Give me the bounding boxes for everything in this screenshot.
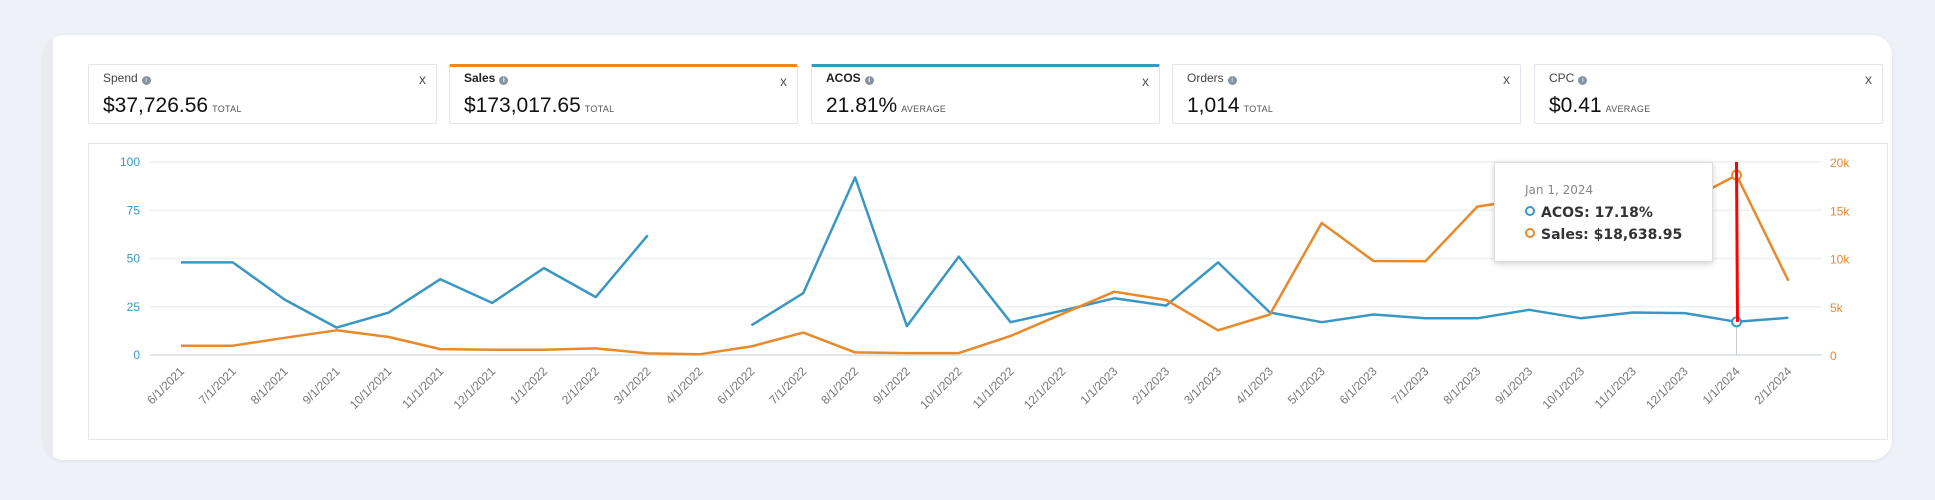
x-axis-tick-label: 5/1/2023: [1285, 364, 1328, 407]
x-axis-tick-label: 9/1/2022: [870, 364, 913, 407]
kpi-label: Orders i: [1187, 71, 1237, 85]
kpi-name: Sales: [464, 71, 496, 85]
x-axis-tick-label: 12/1/2022: [1021, 364, 1069, 412]
x-axis-tick-label: 7/1/2021: [196, 364, 239, 407]
info-icon[interactable]: i: [141, 76, 151, 85]
kpi-unit: TOTAL: [1243, 104, 1274, 114]
kpi-unit: AVERAGE: [1605, 104, 1651, 114]
kpi-unit: TOTAL: [212, 104, 242, 114]
kpi-card-sales[interactable]: Sales i x $173,017.65 TOTAL: [449, 64, 798, 124]
right-axis-tick-label: 20k: [1830, 156, 1850, 170]
left-axis-tick-label: 75: [127, 203, 141, 217]
x-axis-tick-label: 2/1/2022: [559, 364, 602, 407]
info-icon[interactable]: i: [1227, 76, 1237, 85]
kpi-card-orders[interactable]: Orders i x 1,014 TOTAL: [1172, 64, 1521, 124]
x-axis-tick-label: 1/1/2022: [507, 364, 550, 407]
x-axis-tick-label: 4/1/2023: [1233, 364, 1276, 407]
left-axis-tick-label: 100: [120, 155, 140, 169]
kpi-value: $37,726.56 TOTAL: [103, 94, 242, 118]
x-axis-tick-label: 4/1/2022: [663, 364, 706, 407]
x-axis-tick-label: 6/1/2022: [715, 364, 758, 407]
chart-tooltip: Jan 1, 2024 ACOS: 17.18% Sales: $18,638.…: [1494, 162, 1713, 262]
x-axis-tick-label: 7/1/2023: [1389, 364, 1432, 407]
x-axis-tick-label: 12/1/2021: [451, 364, 499, 412]
kpi-card-acos[interactable]: ACOS i x 21.81% AVERAGE: [811, 64, 1160, 124]
left-edge-strip: [44, 35, 53, 460]
right-axis-tick-label: 0: [1830, 349, 1837, 363]
kpi-name: Orders: [1187, 71, 1224, 85]
x-axis-tick-label: 3/1/2022: [611, 364, 654, 407]
x-axis-tick-label: 8/1/2021: [248, 364, 291, 407]
x-axis-tick-label: 2/1/2024: [1752, 364, 1795, 407]
x-axis-tick-label: 1/1/2024: [1700, 364, 1743, 407]
close-icon[interactable]: x: [419, 71, 426, 87]
left-axis-tick-label: 0: [133, 348, 140, 362]
x-axis-tick-label: 6/1/2023: [1337, 364, 1380, 407]
red-marker-line: [1735, 161, 1739, 322]
kpi-amount: 1,014: [1187, 94, 1240, 117]
x-axis-tick-label: 11/1/2023: [1592, 364, 1639, 411]
x-axis-tick-label: 8/1/2023: [1440, 364, 1483, 407]
tooltip-acos: ACOS: 17.18%: [1541, 205, 1653, 221]
right-axis-tick-label: 5k: [1830, 301, 1844, 315]
kpi-label: ACOS i: [826, 71, 874, 85]
x-axis-tick-label: 10/1/2021: [347, 364, 395, 412]
chart-container: [88, 143, 1888, 440]
x-axis-tick-label: 2/1/2023: [1129, 364, 1172, 407]
x-axis-tick-label: 12/1/2023: [1643, 364, 1691, 412]
x-axis-tick-label: 8/1/2022: [818, 364, 861, 407]
x-axis-tick-label: 11/1/2021: [399, 364, 446, 411]
kpi-label: Sales i: [464, 71, 509, 85]
kpi-name: CPC: [1549, 71, 1575, 85]
close-icon[interactable]: x: [780, 73, 787, 89]
sales-dot-icon: [1525, 228, 1535, 238]
x-axis-tick-label: 10/1/2022: [917, 364, 965, 412]
info-icon[interactable]: i: [1578, 76, 1588, 85]
kpi-label: Spend i: [103, 71, 151, 85]
tooltip-date: Jan 1, 2024: [1525, 183, 1594, 197]
close-icon[interactable]: x: [1142, 73, 1149, 89]
kpi-unit: AVERAGE: [901, 104, 947, 114]
kpi-value: 1,014 TOTAL: [1187, 94, 1273, 118]
right-axis-tick-label: 15k: [1830, 204, 1850, 218]
x-axis-tick-label: 11/1/2022: [970, 364, 1017, 411]
kpi-name: Spend: [103, 71, 138, 85]
info-icon[interactable]: i: [499, 76, 509, 85]
x-axis-tick-label: 6/1/2021: [144, 364, 187, 407]
x-axis-tick-label: 3/1/2023: [1181, 364, 1224, 407]
x-axis-tick-label: 9/1/2023: [1492, 364, 1535, 407]
kpi-amount: $173,017.65: [464, 94, 581, 117]
acos-dot-icon: [1525, 206, 1535, 216]
x-axis-tick-label: 7/1/2022: [766, 364, 809, 407]
kpi-amount: $37,726.56: [103, 94, 209, 117]
tooltip-sales: Sales: $18,638.95: [1541, 227, 1683, 243]
kpi-amount: $0.41: [1549, 94, 1602, 117]
x-axis-tick-label: 9/1/2021: [300, 364, 343, 407]
kpi-value: $173,017.65 TOTAL: [464, 94, 614, 118]
left-axis-tick-label: 50: [127, 252, 141, 266]
x-axis-tick-label: 1/1/2023: [1077, 364, 1120, 407]
tooltip-acos-row: ACOS: 17.18%: [1525, 205, 1653, 221]
kpi-card-cpc[interactable]: CPC i x $0.41 AVERAGE: [1534, 64, 1883, 124]
left-axis-tick-label: 25: [127, 300, 141, 314]
kpi-card-spend[interactable]: Spend i x $37,726.56 TOTAL: [88, 64, 437, 124]
close-icon[interactable]: x: [1865, 71, 1872, 87]
x-axis-tick-label: 10/1/2023: [1539, 364, 1587, 412]
kpi-value: 21.81% AVERAGE: [826, 94, 946, 118]
info-icon[interactable]: i: [864, 76, 874, 85]
kpi-value: $0.41 AVERAGE: [1549, 94, 1651, 118]
tooltip-sales-row: Sales: $18,638.95: [1525, 227, 1682, 243]
kpi-label: CPC i: [1549, 71, 1588, 85]
close-icon[interactable]: x: [1503, 71, 1510, 87]
kpi-amount: 21.81%: [826, 94, 898, 117]
right-axis-tick-label: 10k: [1830, 253, 1850, 267]
kpi-unit: TOTAL: [584, 104, 615, 114]
kpi-name: ACOS: [826, 71, 861, 85]
